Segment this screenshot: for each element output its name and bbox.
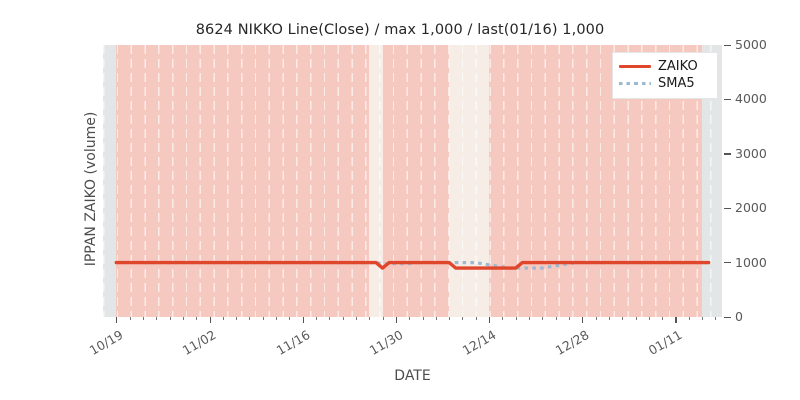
- series-line-zaiko: [114, 260, 711, 270]
- x-tick-minor: [449, 317, 451, 321]
- x-tick-minor: [475, 317, 477, 321]
- x-tick-minor: [462, 317, 464, 321]
- x-tick-mark: [489, 317, 491, 323]
- x-tick-label: 11/30: [366, 327, 406, 359]
- legend-swatch-sma5: [619, 78, 651, 90]
- x-tick-minor: [688, 317, 690, 321]
- y-tick-mark: [724, 153, 731, 155]
- x-tick-minor: [662, 317, 664, 321]
- x-tick-minor: [622, 317, 624, 321]
- y-tick-mark: [724, 262, 731, 264]
- y-tick-label: 5000: [735, 37, 767, 52]
- x-tick-minor: [515, 317, 517, 321]
- y-tick-label: 1000: [735, 254, 767, 270]
- x-tick-minor: [355, 317, 357, 321]
- legend-label-zaiko: ZAIKO: [658, 59, 698, 74]
- x-tick-minor: [142, 317, 144, 321]
- x-tick-minor: [222, 317, 224, 321]
- x-tick-minor: [369, 317, 371, 321]
- x-tick-minor: [715, 317, 717, 321]
- y-axis-label: IPPAN ZAIKO (volume): [83, 111, 99, 267]
- x-tick-minor: [635, 317, 637, 321]
- x-tick-minor: [382, 317, 384, 321]
- x-tick-minor: [342, 317, 344, 321]
- x-tick-label: 12/14: [459, 327, 499, 359]
- chart-title: 8624 NIKKO Line(Close) / max 1,000 / las…: [195, 22, 605, 38]
- x-tick-minor: [529, 317, 530, 321]
- x-tick-minor: [262, 317, 264, 321]
- x-tick-minor: [289, 317, 291, 321]
- x-tick-label: 12/28: [553, 327, 592, 359]
- y-tick-label: 2000: [735, 200, 767, 216]
- x-tick-minor: [182, 317, 184, 321]
- x-tick-mark: [116, 317, 118, 323]
- x-tick-minor: [608, 317, 610, 321]
- x-axis-label: DATE: [394, 368, 431, 384]
- x-tick-minor: [169, 317, 171, 321]
- y-tick-label: 0: [735, 309, 743, 324]
- x-tick-label: 10/19: [87, 327, 126, 359]
- chart-legend[interactable]: ZAIKO SMA5: [612, 52, 718, 99]
- x-tick-mark: [582, 317, 584, 323]
- x-tick-label: 11/02: [180, 327, 219, 359]
- x-tick-minor: [236, 317, 238, 321]
- x-tick-mark: [302, 317, 304, 323]
- x-tick-minor: [249, 317, 251, 321]
- x-tick-minor: [156, 317, 158, 321]
- y-tick-label: 3000: [735, 145, 767, 161]
- x-tick-minor: [316, 317, 317, 321]
- x-tick-minor: [435, 317, 437, 321]
- legend-label-sma5: SMA5: [658, 76, 695, 91]
- y-tick-mark: [724, 98, 731, 101]
- x-tick-minor: [555, 317, 557, 321]
- x-tick-label: 01/11: [646, 327, 685, 359]
- x-tick-minor: [409, 317, 411, 321]
- x-tick-mark: [395, 317, 398, 323]
- legend-swatch-zaiko: [619, 61, 651, 73]
- x-tick-minor: [502, 317, 504, 321]
- y-tick-mark: [724, 44, 731, 46]
- y-tick-mark: [724, 316, 731, 318]
- x-tick-minor: [568, 317, 570, 321]
- legend-item-sma5[interactable]: SMA5: [619, 75, 711, 92]
- x-tick-minor: [422, 317, 424, 321]
- x-tick-minor: [129, 317, 131, 321]
- y-tick-mark: [724, 207, 731, 209]
- x-tick-minor: [196, 317, 198, 321]
- y-tick-label: 4000: [735, 91, 767, 107]
- x-tick-minor: [329, 317, 331, 321]
- x-tick-minor: [276, 317, 278, 321]
- x-tick-minor: [542, 317, 544, 321]
- x-tick-minor: [648, 317, 650, 321]
- x-tick-label: 11/16: [273, 327, 313, 359]
- x-tick-mark: [209, 317, 211, 323]
- series-layer: [114, 260, 711, 270]
- x-tick-minor: [595, 317, 597, 321]
- x-tick-minor: [702, 317, 703, 321]
- x-tick-mark: [675, 317, 677, 323]
- legend-item-zaiko[interactable]: ZAIKO: [619, 58, 711, 75]
